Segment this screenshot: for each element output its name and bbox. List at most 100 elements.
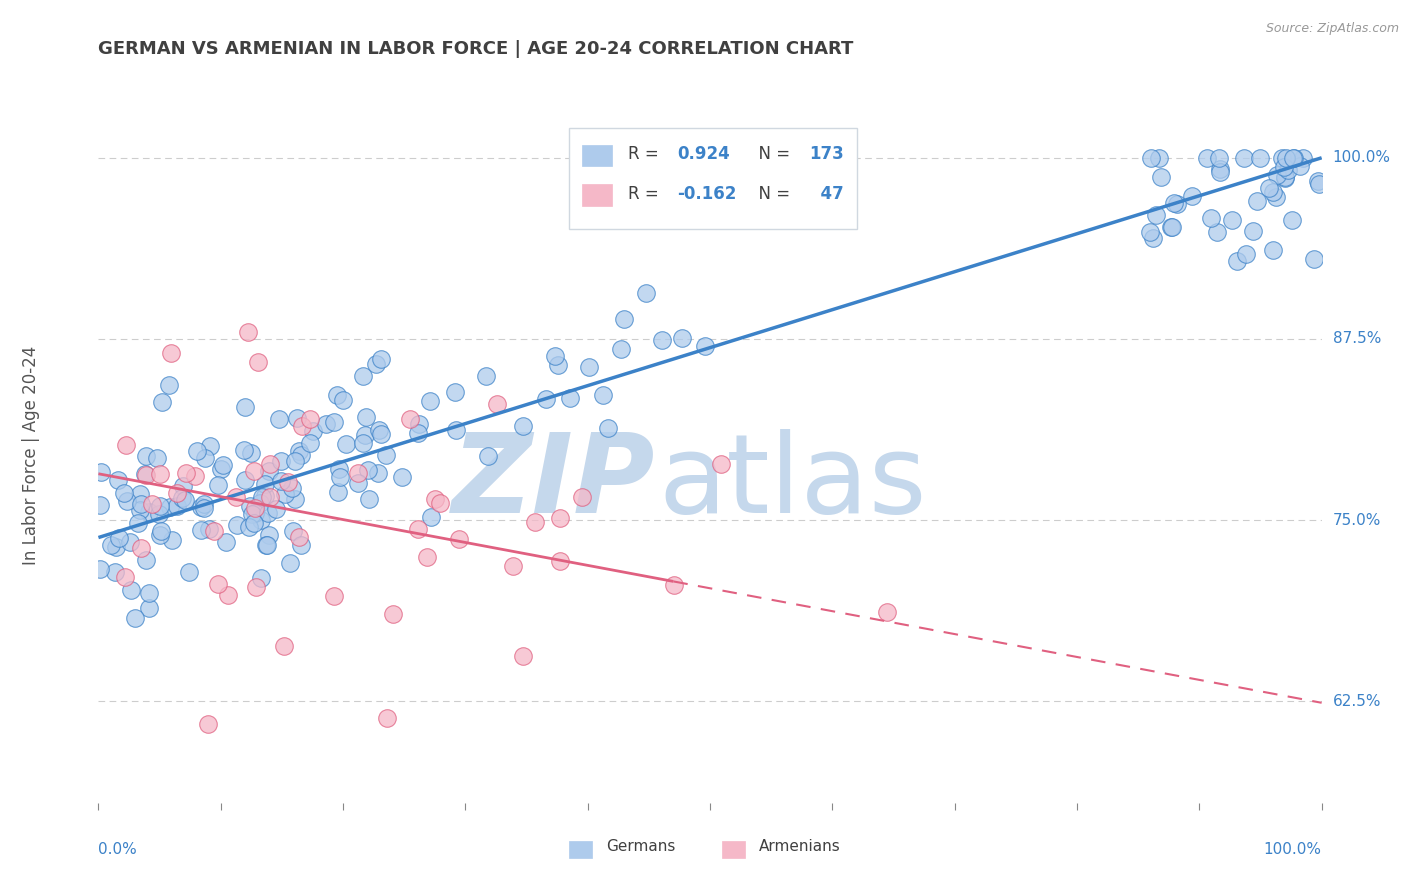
Text: -0.162: -0.162 — [678, 185, 737, 203]
Point — [1166, 196, 1188, 211]
Point — [650, 333, 672, 347]
Point — [104, 565, 127, 579]
Point — [1226, 253, 1249, 268]
Point — [512, 419, 534, 434]
Point — [1149, 170, 1171, 185]
Bar — [582, 145, 613, 166]
Point — [634, 285, 657, 300]
Point — [233, 473, 256, 487]
Point — [128, 502, 150, 516]
Point — [1199, 211, 1222, 225]
Point — [141, 497, 163, 511]
Point — [159, 500, 181, 514]
Point — [1258, 181, 1281, 195]
Point — [1261, 185, 1284, 199]
Point — [1140, 151, 1163, 165]
Point — [1209, 161, 1232, 176]
Point — [571, 490, 593, 504]
Point — [149, 499, 172, 513]
Point — [277, 475, 299, 490]
Point — [326, 484, 349, 499]
Point — [214, 535, 236, 549]
Point — [328, 462, 350, 476]
Point — [368, 423, 391, 437]
Point — [502, 559, 524, 574]
Point — [1163, 195, 1185, 210]
Point — [423, 492, 446, 507]
Point — [160, 346, 183, 360]
Point — [270, 453, 292, 467]
Text: 0.0%: 0.0% — [98, 842, 138, 856]
Point — [357, 491, 380, 506]
Point — [298, 411, 321, 425]
Point — [257, 506, 280, 520]
Point — [406, 425, 429, 440]
Point — [1292, 151, 1315, 165]
Point — [1249, 151, 1271, 165]
Point — [524, 515, 547, 529]
Point — [150, 524, 173, 538]
Point — [186, 443, 208, 458]
Point — [129, 498, 152, 512]
Point — [264, 501, 287, 516]
Point — [352, 369, 374, 384]
Point — [354, 427, 377, 442]
Point — [129, 541, 152, 555]
Point — [613, 312, 636, 326]
Point — [326, 388, 349, 402]
Point — [254, 538, 277, 552]
Point — [443, 385, 465, 400]
Point — [560, 391, 582, 405]
Point — [212, 458, 235, 473]
FancyBboxPatch shape — [569, 128, 856, 229]
Point — [89, 499, 111, 513]
Bar — [723, 841, 745, 858]
Point — [284, 491, 307, 506]
Text: Armenians: Armenians — [759, 839, 841, 855]
Text: 87.5%: 87.5% — [1333, 332, 1381, 346]
Point — [256, 538, 278, 552]
Point — [1144, 208, 1167, 222]
Point — [375, 711, 398, 725]
Text: R =: R = — [628, 145, 664, 163]
Point — [1139, 225, 1161, 239]
Point — [239, 499, 262, 513]
Text: 0.924: 0.924 — [678, 145, 730, 163]
Point — [89, 562, 111, 576]
Point — [1234, 247, 1257, 261]
Point — [225, 518, 247, 533]
Point — [115, 438, 138, 452]
Point — [1271, 151, 1294, 165]
Point — [200, 439, 222, 453]
Point — [112, 485, 135, 500]
Point — [127, 516, 149, 530]
Point — [288, 530, 311, 544]
Point — [207, 576, 229, 591]
Point — [693, 339, 716, 353]
Point — [100, 537, 122, 551]
Text: 100.0%: 100.0% — [1333, 150, 1391, 165]
Point — [207, 478, 229, 492]
Point — [485, 397, 508, 411]
Point — [249, 570, 271, 584]
Point — [1241, 224, 1264, 238]
Text: In Labor Force | Age 20-24: In Labor Force | Age 20-24 — [22, 345, 41, 565]
Point — [238, 520, 260, 534]
Point — [406, 522, 429, 536]
Point — [475, 368, 498, 383]
Point — [374, 448, 396, 462]
Point — [250, 513, 273, 527]
Text: GERMAN VS ARMENIAN IN LABOR FORCE | AGE 20-24 CORRELATION CHART: GERMAN VS ARMENIAN IN LABOR FORCE | AGE … — [98, 40, 853, 58]
Point — [1289, 159, 1312, 173]
Point — [1263, 243, 1285, 257]
Point — [190, 500, 212, 514]
Point — [367, 466, 389, 480]
Point — [174, 467, 197, 481]
Point — [193, 501, 215, 516]
Text: 100.0%: 100.0% — [1264, 842, 1322, 856]
Point — [138, 586, 160, 600]
Point — [249, 496, 271, 510]
Point — [281, 481, 304, 495]
Point — [149, 467, 172, 482]
Text: 62.5%: 62.5% — [1333, 694, 1381, 709]
